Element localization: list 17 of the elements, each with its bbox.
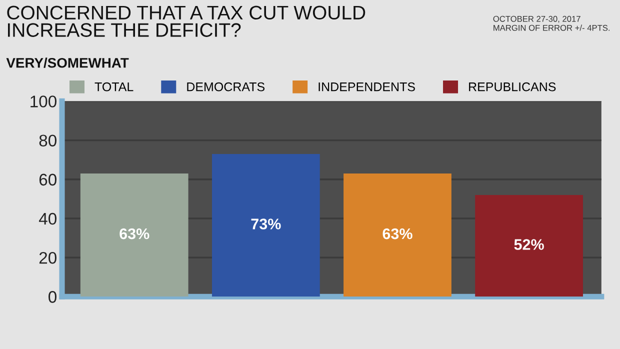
data-label: 63% [382, 228, 412, 240]
data-label: 52% [514, 239, 544, 250]
legend-label: REPUBLICANS [469, 82, 556, 92]
legend-label: DEMOCRATS [187, 82, 265, 92]
chart-title: CONCERNED THAT A TAX CUT WOULD INCREASE THE DEFICIT? [7, 6, 366, 37]
y-tick-label: 60 [39, 174, 56, 186]
data-label: 73% [251, 218, 281, 230]
y-tick-label: 0 [48, 291, 56, 303]
data-label: 63% [120, 228, 150, 240]
y-tick-label: 80 [39, 134, 56, 146]
y-tick-label: 40 [38, 212, 56, 225]
legend-label: TOTAL [94, 82, 134, 92]
chart-subtitle: VERY/SOMEWHAT [6, 58, 129, 68]
y-tick-label: 100 [30, 96, 56, 108]
y-tick-label: 20 [39, 252, 56, 264]
legend-label: INDEPENDENTS [318, 82, 415, 92]
text: OCTOBER 27-30, 2017 MARGIN OF ERROR +/- 4PTS. [493, 16, 610, 31]
